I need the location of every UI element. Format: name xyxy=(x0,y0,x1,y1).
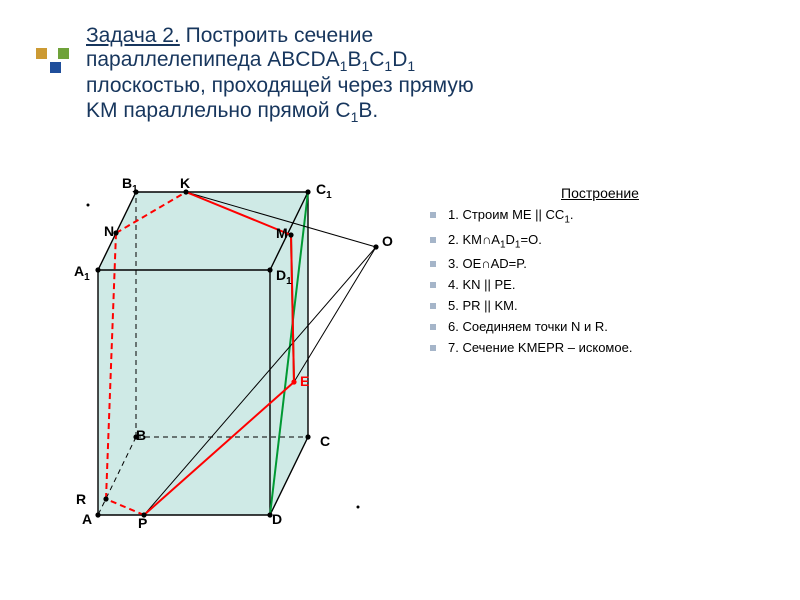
steps-heading: Построение xyxy=(430,185,770,201)
slide: Задача 2. Построить сечение параллелепип… xyxy=(0,0,800,600)
vertex-label-B: B xyxy=(136,427,146,443)
title-text: Построить сечение xyxy=(180,24,373,47)
vertex-label-E: E xyxy=(300,373,309,389)
vertex-label-N: N xyxy=(104,223,114,239)
vertex-label-A: A xyxy=(82,511,92,527)
deco-sq xyxy=(50,62,61,73)
vertex-label-K: K xyxy=(180,175,190,191)
construction-steps: Построение 1. Строим ME || CC1. 2. KM∩A1D… xyxy=(430,185,770,361)
title-lead: Задача 2. xyxy=(86,24,180,47)
step-item: 6. Соединяем точки N и R. xyxy=(430,319,770,334)
vertex-label-C: C xyxy=(320,433,330,449)
title-text: параллелепипеда ABCDA1B1C1D1 xyxy=(86,48,415,71)
vertex-label-C1: C1 xyxy=(316,181,332,201)
vertex-label-A1: A1 xyxy=(74,263,90,283)
deco-sq xyxy=(36,48,47,59)
steps-list: 1. Строим ME || CC1. 2. KM∩A1D1=O. 3. OE∩A… xyxy=(430,207,770,355)
step-item: 4. KN || PE. xyxy=(430,277,770,292)
title-text: плоскостью, проходящей через прямую xyxy=(86,74,474,97)
vertex-label-D: D xyxy=(272,511,282,527)
title-text: KM параллельно прямой C1B. xyxy=(86,99,378,122)
deco-sq xyxy=(58,48,69,59)
vertex-label-M: M xyxy=(276,225,288,241)
title: Задача 2. Построить сечение параллелепип… xyxy=(86,24,726,125)
vertex-label-O: O xyxy=(382,233,393,249)
vertex-label-R: R xyxy=(76,491,86,507)
step-item: 2. KM∩A1D1=O. xyxy=(430,232,770,251)
step-item: 3. OE∩AD=P. xyxy=(430,256,770,271)
vertex-label-B1: B1 xyxy=(122,175,138,195)
step-item: 7. Сечение KMEPR – искомое. xyxy=(430,340,770,355)
vertex-label-P: P xyxy=(138,515,147,531)
step-item: 1. Строим ME || CC1. xyxy=(430,207,770,226)
parallelepiped-svg xyxy=(80,175,410,575)
diagram: ABCDA1B1C1D1KMNEPRO xyxy=(80,175,410,580)
step-item: 5. PR || KM. xyxy=(430,298,770,313)
vertex-label-D1: D1 xyxy=(276,267,292,287)
